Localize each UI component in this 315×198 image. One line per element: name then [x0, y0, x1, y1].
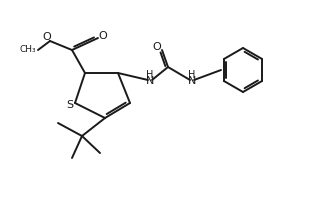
Text: H: H	[188, 70, 196, 80]
Text: H: H	[146, 70, 154, 80]
Text: N: N	[146, 76, 154, 86]
Text: S: S	[66, 100, 74, 110]
Text: N: N	[188, 76, 196, 86]
Text: O: O	[43, 32, 51, 42]
Text: O: O	[99, 31, 107, 41]
Text: O: O	[153, 42, 161, 52]
Text: CH₃: CH₃	[20, 45, 36, 53]
